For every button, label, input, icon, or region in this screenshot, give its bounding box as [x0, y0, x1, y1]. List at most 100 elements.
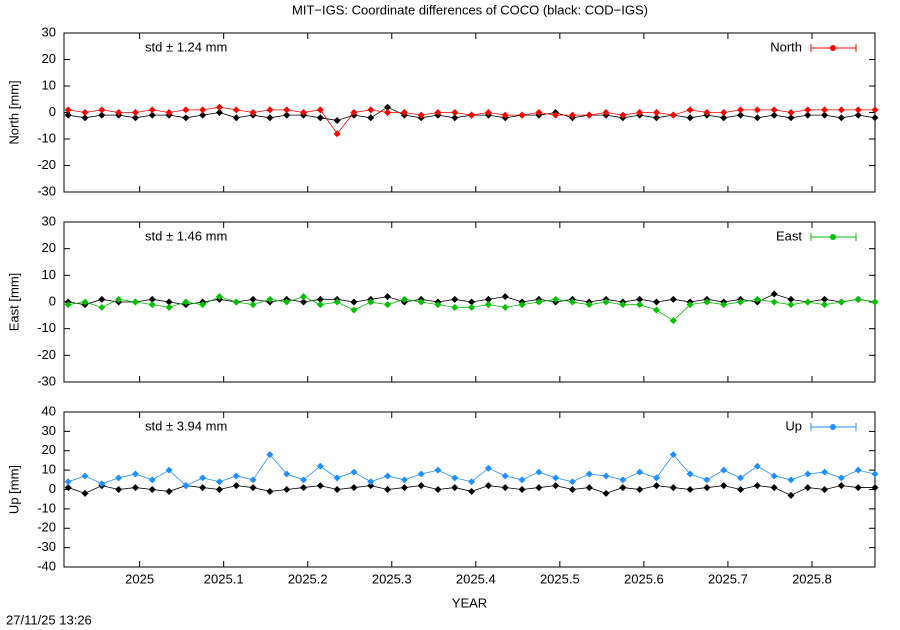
data-point — [804, 470, 812, 478]
timestamp: 27/11/25 13:26 — [6, 612, 92, 627]
data-point — [148, 476, 156, 484]
series-line — [68, 106, 875, 135]
data-point — [300, 109, 308, 116]
data-point — [182, 106, 190, 114]
data-point — [837, 474, 845, 482]
data-point — [686, 106, 694, 114]
data-point — [350, 468, 358, 476]
data-point — [98, 111, 106, 119]
data-point — [199, 474, 207, 482]
data-point — [115, 295, 123, 303]
data-point — [720, 114, 728, 122]
data-point — [215, 293, 223, 301]
data-point — [131, 109, 139, 116]
data-point — [753, 462, 761, 470]
data-point — [770, 111, 778, 119]
data-point — [484, 295, 492, 303]
data-point — [484, 464, 492, 472]
data-point — [652, 306, 660, 314]
data-point — [787, 114, 795, 122]
data-point — [753, 482, 761, 490]
data-point — [384, 103, 392, 111]
y-tick-label: 10 — [42, 462, 56, 477]
data-point — [518, 301, 526, 309]
data-point — [518, 111, 526, 119]
data-point — [232, 114, 240, 122]
data-point — [64, 484, 72, 492]
data-point — [737, 486, 745, 493]
data-point — [871, 114, 879, 122]
data-point — [501, 111, 509, 119]
data-point — [468, 298, 476, 306]
data-point — [686, 114, 694, 122]
data-point — [350, 484, 358, 492]
data-point — [787, 109, 795, 116]
data-point — [636, 486, 644, 493]
data-point — [300, 484, 308, 492]
y-tick-label: 0 — [49, 104, 56, 119]
data-point — [854, 466, 862, 474]
data-point — [770, 472, 778, 480]
data-point — [316, 106, 324, 114]
data-point — [350, 109, 358, 116]
y-tick-label: -40 — [37, 558, 56, 573]
data-point — [821, 106, 829, 114]
data-point — [737, 298, 745, 306]
data-point — [182, 298, 190, 306]
data-point — [468, 487, 476, 495]
y-tick-label: 20 — [42, 51, 56, 66]
data-point — [652, 114, 660, 122]
data-point — [81, 472, 89, 480]
data-point — [703, 298, 711, 306]
data-point — [451, 474, 459, 482]
data-point — [249, 476, 257, 484]
data-point — [98, 295, 106, 303]
data-point — [400, 109, 408, 116]
y-tick-label: -20 — [37, 157, 56, 172]
data-point — [333, 130, 341, 138]
data-point — [384, 301, 392, 309]
data-point — [316, 482, 324, 490]
data-point — [215, 103, 223, 111]
data-point — [619, 476, 627, 484]
data-point — [602, 472, 610, 480]
y-tick-label: -30 — [37, 183, 56, 198]
data-point — [552, 111, 560, 119]
x-tick-label: 2025.5 — [540, 571, 580, 586]
legend-label: North — [770, 39, 802, 54]
data-point — [64, 111, 72, 119]
data-point — [384, 472, 392, 480]
data-point — [232, 482, 240, 490]
y-tick-label: -10 — [37, 130, 56, 145]
data-point — [333, 298, 341, 306]
data-point — [215, 109, 223, 116]
y-tick-label: 20 — [42, 240, 56, 255]
plot-frame — [63, 411, 876, 568]
data-point — [367, 114, 375, 122]
y-axis-label: East [mm] — [6, 273, 21, 332]
data-point — [350, 298, 358, 306]
x-tick-label: 2025.4 — [456, 571, 496, 586]
data-point — [468, 111, 476, 119]
page-title: MIT−IGS: Coordinate differences of COCO … — [292, 2, 648, 17]
data-point — [384, 293, 392, 301]
data-point — [434, 301, 442, 309]
data-point — [98, 480, 106, 488]
legend-swatch — [830, 45, 836, 51]
data-point — [871, 298, 879, 306]
data-point — [249, 301, 257, 309]
data-point — [451, 303, 459, 311]
data-point — [367, 478, 375, 486]
std-annotation: std ± 3.94 mm — [145, 418, 227, 433]
data-point — [585, 484, 593, 492]
data-point — [854, 484, 862, 492]
data-point — [400, 484, 408, 492]
data-point — [81, 114, 89, 122]
data-point — [737, 111, 745, 119]
data-point — [484, 482, 492, 490]
legend-swatch — [830, 234, 836, 240]
data-point — [81, 109, 89, 116]
data-point — [131, 470, 139, 478]
data-point — [686, 301, 694, 309]
